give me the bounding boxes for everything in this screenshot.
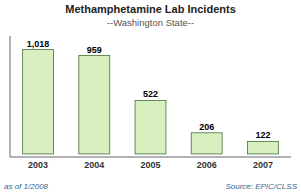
x-tick-label: 2003 [28,160,48,170]
data-label: 522 [143,89,158,99]
x-tick-label: 2007 [253,160,273,170]
bar [247,141,278,154]
bar [23,50,54,154]
data-label: 122 [255,130,270,140]
footer-note: Source: EPIC/CLSS [225,182,297,191]
data-label: 206 [199,122,214,132]
data-label: 959 [87,45,102,55]
y-axis [10,36,11,157]
footer-note: as of 1/2008 [4,182,49,191]
title: Methamphetamine Lab Incidents [65,3,236,15]
data-label: 1,018 [27,39,50,49]
bar [79,56,110,154]
x-tick-label: 2006 [197,160,217,170]
x-tick-label: 2005 [140,160,160,170]
subtitle: --Washington State-- [107,17,194,28]
bar [135,100,166,154]
x-tick-label: 2004 [84,160,104,170]
bar [191,133,222,154]
x-axis [10,157,291,158]
bars [23,50,279,154]
chart: Methamphetamine Lab Incidents --Washingto… [0,0,301,193]
